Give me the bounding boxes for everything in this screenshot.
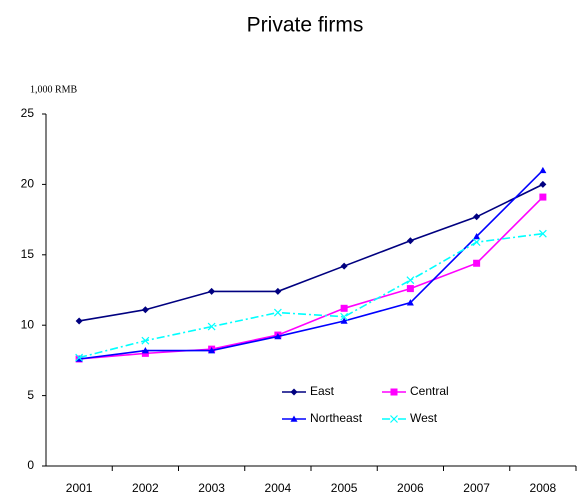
chart-title: Private firms xyxy=(247,14,364,37)
x-tick-label: 2001 xyxy=(66,481,93,495)
legend: East Central Northeast West xyxy=(282,384,449,425)
marker xyxy=(538,229,547,238)
x-tick-label: 2006 xyxy=(397,481,424,495)
marker xyxy=(473,232,481,240)
marker xyxy=(406,285,414,293)
marker xyxy=(340,317,348,324)
marker xyxy=(290,415,298,422)
x-tick-label: 2008 xyxy=(530,481,557,495)
marker xyxy=(290,388,298,396)
marker xyxy=(390,388,398,396)
x-tick-label: 2002 xyxy=(132,481,159,495)
marker xyxy=(75,355,83,362)
marker xyxy=(274,287,282,295)
x-tick-label: 2005 xyxy=(331,481,358,495)
legend-label: West xyxy=(410,411,438,425)
marker xyxy=(340,304,348,312)
marker xyxy=(340,312,349,321)
x-tick-label: 2004 xyxy=(265,481,292,495)
series-line xyxy=(79,169,544,360)
marker xyxy=(273,308,282,317)
marker xyxy=(208,287,216,295)
marker xyxy=(208,347,216,354)
marker xyxy=(473,213,481,221)
marker xyxy=(539,193,547,201)
marker xyxy=(207,322,216,331)
marker xyxy=(473,259,481,267)
y-axis-label: 1,000 RMB xyxy=(30,84,78,95)
legend-label: East xyxy=(310,384,335,398)
marker xyxy=(472,238,481,247)
marker xyxy=(406,276,415,285)
x-tick-label: 2007 xyxy=(463,481,490,495)
marker xyxy=(340,262,348,270)
marker xyxy=(75,317,83,325)
y-tick-label: 10 xyxy=(21,317,35,331)
marker xyxy=(141,349,149,357)
y-tick-label: 25 xyxy=(21,106,35,120)
x-tick-label: 2003 xyxy=(198,481,225,495)
marker xyxy=(141,336,150,345)
y-tick-label: 20 xyxy=(21,177,35,191)
marker xyxy=(141,347,149,354)
marker xyxy=(406,299,414,306)
legend-label: Northeast xyxy=(310,411,363,425)
marker xyxy=(274,332,282,340)
marker xyxy=(75,353,84,362)
series-line xyxy=(78,183,544,322)
y-tick-label: 15 xyxy=(21,247,35,261)
y-tick-label: 5 xyxy=(27,388,34,402)
marker xyxy=(141,306,149,314)
series-line xyxy=(79,196,544,360)
marker xyxy=(390,415,398,423)
legend-label: Central xyxy=(410,384,449,398)
y-tick-label: 0 xyxy=(27,458,34,472)
marker xyxy=(539,166,547,174)
marker xyxy=(406,237,414,245)
series-line xyxy=(78,232,543,359)
marker xyxy=(539,180,547,188)
